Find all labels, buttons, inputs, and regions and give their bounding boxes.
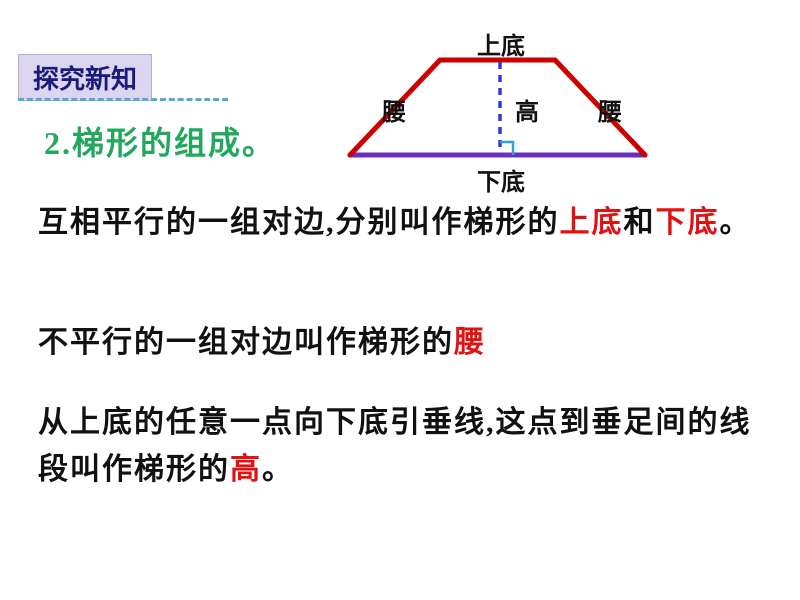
section-badge: 探究新知 bbox=[18, 54, 152, 101]
p2-seg-1: 腰 bbox=[454, 326, 486, 359]
badge-underline bbox=[18, 98, 228, 101]
paragraph-2: 不平行的一组对边叫作梯形的腰 bbox=[38, 320, 768, 367]
p3-seg-1: 高 bbox=[230, 453, 262, 486]
trapezoid-diagram: 上底 下底 腰 腰 高 bbox=[340, 30, 670, 190]
p2-seg-0: 不平行的一组对边叫作梯形的 bbox=[38, 326, 454, 359]
label-height: 高 bbox=[515, 92, 539, 127]
label-top-base: 上底 bbox=[477, 26, 525, 61]
label-right-leg: 腰 bbox=[598, 92, 622, 127]
p1-seg-4: 。 bbox=[720, 206, 752, 239]
p1-seg-0: 互相平行的一组对边,分别叫作梯形的 bbox=[38, 206, 560, 239]
paragraph-3: 从上底的任意一点向下底引垂线,这点到垂足间的线段叫作梯形的高。 bbox=[38, 400, 768, 493]
subtitle: 2.梯形的组成。 bbox=[44, 118, 276, 164]
paragraph-1: 互相平行的一组对边,分别叫作梯形的上底和下底。 bbox=[38, 200, 768, 247]
section-badge-text: 探究新知 bbox=[33, 65, 137, 94]
p3-seg-2: 。 bbox=[262, 453, 294, 486]
label-left-leg: 腰 bbox=[382, 92, 406, 127]
p1-seg-3: 下底 bbox=[656, 206, 720, 239]
p1-seg-2: 和 bbox=[624, 206, 656, 239]
label-bottom-base: 下底 bbox=[477, 162, 525, 197]
p3-seg-0: 从上底的任意一点向下底引垂线,这点到垂足间的线段叫作梯形的 bbox=[38, 406, 752, 486]
p1-seg-1: 上底 bbox=[560, 206, 624, 239]
